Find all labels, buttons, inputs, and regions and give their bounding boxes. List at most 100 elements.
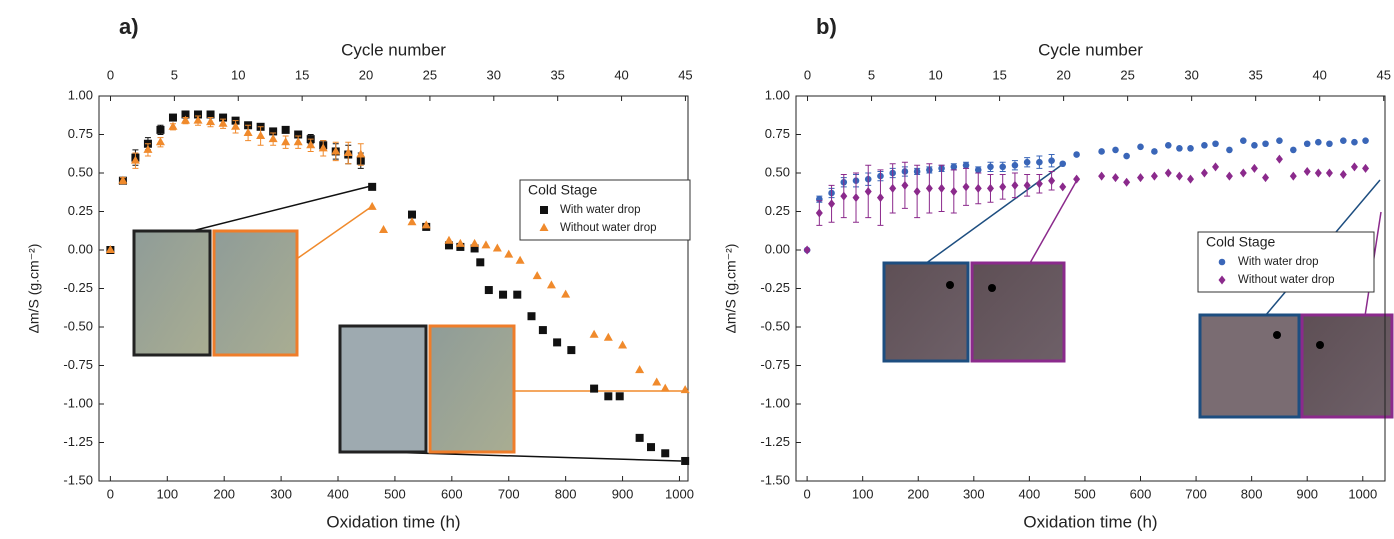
data-point <box>444 235 454 244</box>
data-point <box>1112 146 1119 154</box>
data-point <box>950 186 958 196</box>
sample-photo <box>1198 313 1301 419</box>
y-axis-title: Δm/S (g.cm⁻²) <box>26 244 42 334</box>
y-tick-label: 0.25 <box>765 203 790 218</box>
legend-marker <box>1218 258 1226 266</box>
data-point <box>1362 137 1369 144</box>
data-point <box>635 365 645 374</box>
x-tick-label: 300 <box>270 486 292 501</box>
data-point <box>1023 180 1031 190</box>
panel-label: b) <box>816 14 837 39</box>
data-point <box>1325 168 1333 178</box>
data-point <box>889 183 897 193</box>
x-tick-label: 0 <box>107 486 114 501</box>
y-tick-label: -1.00 <box>63 395 93 410</box>
data-point <box>603 332 613 341</box>
data-point <box>118 175 128 184</box>
data-point <box>828 199 836 209</box>
data-point <box>1112 173 1120 183</box>
data-point <box>1098 171 1106 181</box>
photo-spot <box>1316 341 1324 349</box>
data-point <box>1240 137 1247 144</box>
x-axis-title: Oxidation time (h) <box>1023 512 1157 531</box>
y-tick-label: 0.75 <box>68 126 93 141</box>
x2-tick-label: 5 <box>868 67 875 82</box>
y-tick-label: 1.00 <box>765 87 790 102</box>
data-point <box>281 137 291 146</box>
data-point <box>331 146 341 155</box>
y-tick-label: -0.75 <box>63 357 93 372</box>
x2-tick-label: 45 <box>678 67 692 82</box>
data-point <box>647 443 656 452</box>
data-point <box>974 183 982 193</box>
data-point <box>999 182 1007 192</box>
data-point <box>1226 146 1233 154</box>
data-point <box>1275 154 1283 164</box>
data-point <box>1073 151 1080 158</box>
x-tick-label: 300 <box>963 486 985 501</box>
x2-tick-label: 30 <box>487 67 501 82</box>
y-tick-label: 1.00 <box>68 87 93 102</box>
data-point <box>1059 182 1067 192</box>
y-tick-label: -1.50 <box>760 472 790 487</box>
x2-tick-label: 40 <box>1312 67 1326 82</box>
top-axis-title: Cycle number <box>341 40 446 59</box>
sample-photo <box>1300 313 1394 419</box>
data-point <box>368 182 377 191</box>
data-point <box>181 110 190 119</box>
x-tick-label: 800 <box>555 486 577 501</box>
data-point <box>1212 162 1220 172</box>
data-point <box>962 182 970 192</box>
legend-marker <box>1218 275 1226 285</box>
data-point <box>1314 168 1322 178</box>
x2-tick-label: 45 <box>1376 67 1390 82</box>
legend-marker <box>539 223 549 231</box>
x-axis-title: Oxidation time (h) <box>326 512 460 531</box>
x-tick-label: 700 <box>1185 486 1207 501</box>
data-point <box>379 224 389 233</box>
x-tick-label: 600 <box>1130 486 1152 501</box>
y-tick-label: 0.50 <box>765 164 790 179</box>
data-point <box>421 220 431 229</box>
data-point <box>1276 137 1283 144</box>
legend-label: Without water drop <box>560 222 657 234</box>
data-point <box>181 115 191 124</box>
data-point <box>481 240 491 249</box>
data-point <box>1123 152 1130 160</box>
data-point <box>281 125 290 134</box>
data-point <box>1351 138 1358 146</box>
legend-label: With water drop <box>1238 256 1319 268</box>
data-point <box>938 183 946 193</box>
data-point <box>1048 157 1055 164</box>
x2-tick-label: 15 <box>992 67 1006 82</box>
x2-tick-label: 25 <box>423 67 437 82</box>
data-point <box>1340 137 1347 144</box>
data-point <box>256 131 266 140</box>
data-point <box>513 290 522 299</box>
connector <box>924 163 1064 265</box>
data-point <box>1035 179 1043 189</box>
data-point <box>1073 174 1081 184</box>
data-point <box>1315 138 1322 146</box>
y-tick-label: 0.00 <box>68 241 93 256</box>
data-point <box>803 245 811 255</box>
y-tick-label: 0.25 <box>68 203 93 218</box>
y-tick-label: -1.00 <box>760 395 790 410</box>
data-point <box>864 186 872 196</box>
x-tick-label: 600 <box>441 486 463 501</box>
x2-tick-label: 0 <box>804 67 811 82</box>
data-point <box>219 113 228 122</box>
data-point <box>1123 177 1131 187</box>
data-point <box>1187 145 1194 152</box>
data-point <box>343 147 353 156</box>
y-tick-label: 0.75 <box>765 126 790 141</box>
x-tick-label: 200 <box>213 486 235 501</box>
x-tick-label: 700 <box>498 486 520 501</box>
data-point <box>269 127 278 136</box>
legend-box <box>519 179 691 241</box>
sample-photo <box>428 324 516 454</box>
data-point <box>660 383 670 392</box>
sample-photo <box>132 229 212 357</box>
data-point <box>652 377 662 386</box>
data-point <box>168 113 177 122</box>
